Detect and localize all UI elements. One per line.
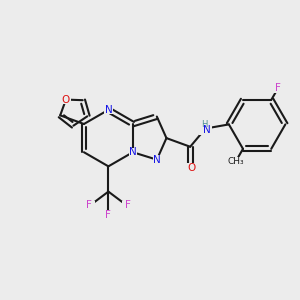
Bar <box>86 201 95 209</box>
Text: N: N <box>104 105 112 115</box>
Text: CH₃: CH₃ <box>227 157 244 166</box>
Bar <box>129 148 137 156</box>
Bar <box>226 157 245 166</box>
Text: F: F <box>125 200 130 210</box>
Text: F: F <box>106 210 111 220</box>
Text: N: N <box>203 125 211 135</box>
Text: O: O <box>62 94 70 105</box>
Text: F: F <box>275 83 281 93</box>
Bar <box>274 84 282 92</box>
Bar <box>104 106 112 114</box>
Bar <box>199 122 212 135</box>
Bar <box>153 155 161 164</box>
Text: O: O <box>188 163 196 172</box>
Bar <box>122 201 130 209</box>
Bar <box>61 95 71 104</box>
Text: N: N <box>129 147 137 157</box>
Text: F: F <box>86 200 92 210</box>
Bar <box>186 164 195 172</box>
Text: H: H <box>201 120 207 129</box>
Bar <box>104 210 112 218</box>
Text: N: N <box>153 155 161 165</box>
